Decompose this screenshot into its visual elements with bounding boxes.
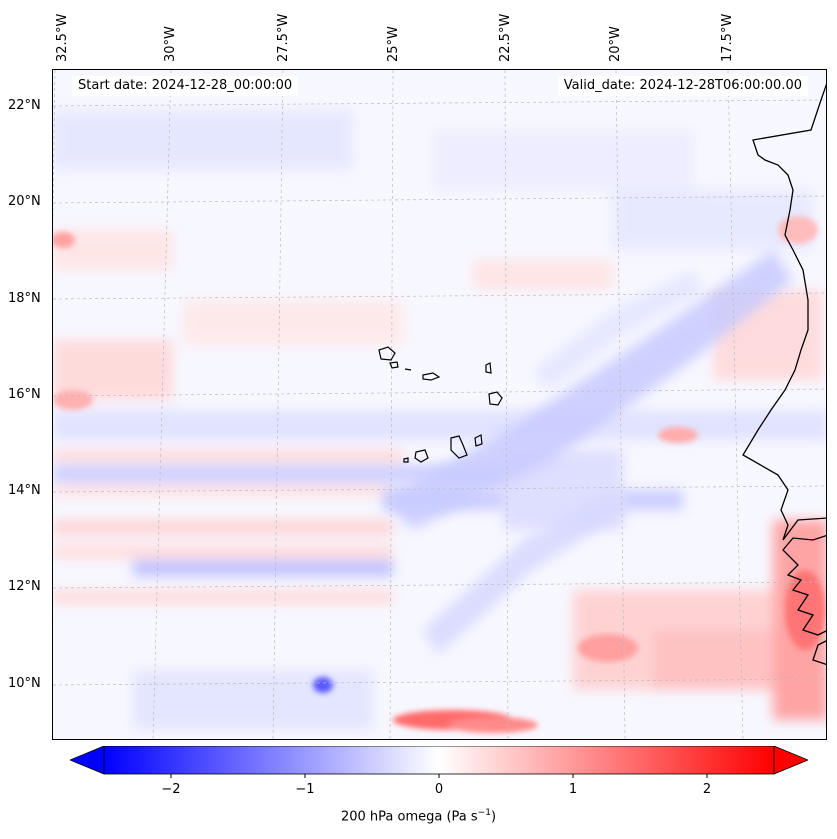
lat-label-22n: 22°N — [8, 98, 41, 113]
colorbar-tick-1: 1 — [568, 782, 578, 797]
lon-label-30w: 30°W — [163, 26, 178, 62]
island-sao-vicente — [389, 361, 399, 369]
colorbar-extend-max — [773, 746, 808, 775]
lat-label-14n: 14°N — [8, 483, 41, 498]
lon-label-32-5w: 32.5°W — [55, 13, 70, 62]
lat-label-12n: 12°N — [8, 579, 41, 594]
lon-label-22-5w: 22.5°W — [498, 13, 513, 62]
lon-label-17-5w: 17.5°W — [720, 13, 735, 62]
colorbar-tick-0: 0 — [434, 782, 444, 797]
island-fogo — [414, 449, 429, 463]
lat-label-20n: 20°N — [8, 194, 41, 209]
graticule — [53, 70, 826, 739]
colorbar-extend-min — [70, 746, 105, 775]
valid-date-label: Valid_date: 2024-12-28T06:00:00.00 — [557, 76, 808, 96]
start-date-label: Start date: 2024-12-28_00:00:00 — [72, 76, 299, 96]
colorbar-label-exponent: −1 — [477, 808, 491, 818]
lon-label-27-5w: 27.5°W — [276, 13, 291, 62]
colorbar-tick-marks — [170, 774, 708, 778]
colorbar-tick-neg2: −2 — [161, 782, 181, 797]
island-santo-antao — [378, 346, 396, 361]
island-brava — [403, 457, 409, 463]
map-panel[interactable] — [52, 69, 827, 740]
island-sal — [485, 362, 492, 374]
lon-label-20w: 20°W — [608, 26, 623, 62]
lat-label-18n: 18°N — [8, 291, 41, 306]
omega-shading — [53, 70, 826, 739]
coastlines — [742, 83, 826, 666]
island-sao-nicolau — [422, 372, 441, 381]
omega-field-map — [53, 70, 826, 739]
island-boa-vista — [488, 391, 503, 406]
lon-label-25w: 25°W — [386, 26, 401, 62]
lat-label-16n: 16°N — [8, 387, 41, 402]
africa-coastline — [742, 83, 826, 541]
island-maio — [474, 434, 483, 447]
colorbar-tick-2: 2 — [702, 782, 712, 797]
colorbar-label-close: ) — [490, 809, 497, 825]
colorbar-label-text: 200 hPa omega (Pa s — [340, 809, 478, 825]
cape-verde-islands — [378, 346, 503, 463]
colorbar-body — [103, 746, 775, 775]
colorbar — [70, 746, 808, 778]
colorbar-tick-neg1: −1 — [295, 782, 315, 797]
colorbar-label: 200 hPa omega (Pa s−1) — [0, 808, 837, 824]
lat-label-10n: 10°N — [8, 676, 41, 691]
island-santiago — [450, 435, 468, 459]
